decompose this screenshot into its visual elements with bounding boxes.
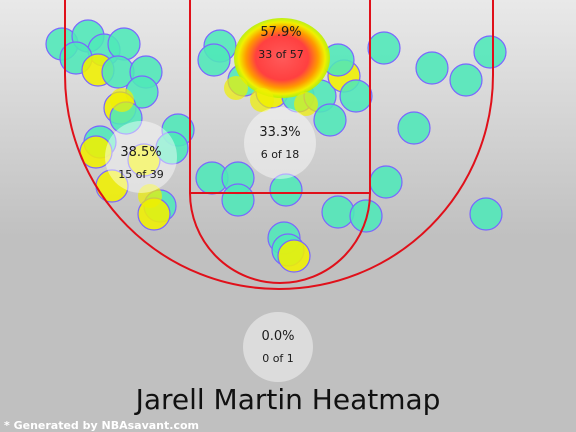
shot-marker	[197, 43, 231, 77]
shot-markers	[45, 19, 507, 273]
zone-labels: 57.9% 33 of 57 33.3% 6 of 18 38.5% 15 of 39 0.…	[105, 25, 316, 382]
free-throw-circle	[189, 192, 371, 284]
zone-backcourt-count: 0 of 1	[262, 352, 294, 365]
zone-backcourt-disc	[243, 312, 313, 382]
warm-spot	[294, 92, 318, 116]
shot-marker	[321, 195, 355, 229]
shot-marker	[397, 111, 431, 145]
chart-title: Jarell Martin Heatmap	[134, 383, 441, 416]
shot-marker	[127, 143, 161, 177]
warm-spot	[138, 184, 162, 208]
warm-spot	[250, 88, 274, 112]
shot-marker	[369, 165, 403, 199]
shot-marker	[469, 197, 503, 231]
shot-marker	[473, 35, 507, 69]
three-point-arc	[64, 0, 494, 290]
paint-box	[189, 0, 371, 194]
zone-paint-disc	[244, 107, 316, 179]
shot-marker	[415, 51, 449, 85]
zone-left-midrange-count: 15 of 39	[118, 168, 164, 181]
zone-left-midrange-disc	[105, 121, 177, 193]
zone-restricted-pct: 57.9%	[260, 25, 301, 40]
zone-left-midrange-pct: 38.5%	[120, 145, 161, 160]
court-lines	[64, 0, 494, 290]
hot-spot	[234, 18, 330, 98]
shot-marker	[277, 239, 311, 273]
shot-marker	[155, 131, 189, 165]
shot-marker	[269, 173, 303, 207]
shot-marker	[107, 27, 141, 61]
warm-spot	[224, 76, 248, 100]
shot-marker	[313, 103, 347, 137]
zone-paint-pct: 33.3%	[259, 125, 300, 140]
zone-restricted-count: 33 of 57	[258, 48, 304, 61]
shot-marker	[339, 79, 373, 113]
credit-text: * Generated by NBAsavant.com	[4, 419, 199, 432]
hot-spots	[110, 18, 330, 208]
shot-marker	[221, 183, 255, 217]
warm-spot	[110, 88, 134, 112]
shot-marker	[449, 63, 483, 97]
shot-marker	[367, 31, 401, 65]
zone-paint-count: 6 of 18	[261, 148, 300, 161]
zone-backcourt-pct: 0.0%	[261, 329, 294, 344]
